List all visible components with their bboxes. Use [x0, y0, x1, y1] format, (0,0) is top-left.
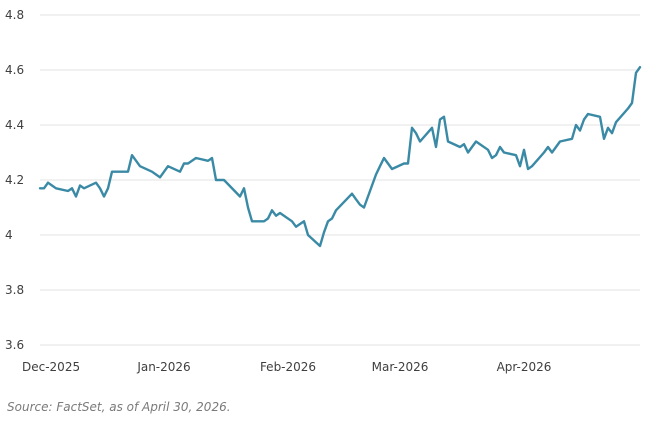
series-line [38, 65, 642, 248]
gridlines [40, 14, 640, 346]
series-layer [38, 65, 642, 248]
x-tick-label: Feb-2026 [260, 360, 316, 374]
y-tick-label: 4.8 [5, 8, 24, 22]
x-axis-ticks: Dec-2025 Jan-2026 Feb-2026 Mar-2026 Apr-2026 [22, 360, 551, 374]
x-tick-label: Jan-2026 [136, 360, 190, 374]
y-axis-ticks: 3.6 3.8 4 4.2 4.4 4.6 4.8 [5, 8, 24, 352]
y-tick-label: 3.8 [5, 283, 24, 297]
x-tick-label: Dec-2025 [22, 360, 80, 374]
y-tick-label: 4 [5, 228, 13, 242]
y-tick-label: 3.6 [5, 338, 24, 352]
source-note: Source: FactSet, as of April 30, 2026. [7, 400, 231, 414]
y-tick-label: 4.4 [5, 118, 24, 132]
y-tick-label: 4.6 [5, 63, 24, 77]
y-tick-label: 4.2 [5, 173, 24, 187]
x-tick-label: Mar-2026 [372, 360, 429, 374]
x-tick-label: Apr-2026 [497, 360, 552, 374]
